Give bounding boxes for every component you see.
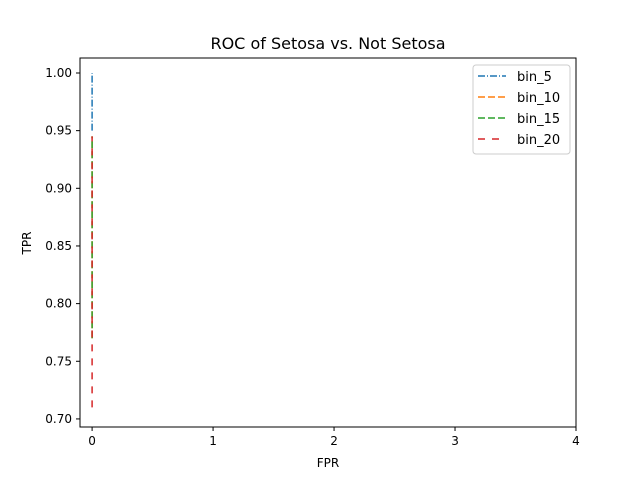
- legend-label-bin-10: bin_10: [517, 91, 560, 106]
- y-axis-ticks: 0.70 0.75 0.80 0.85 0.90 0.95 1.00: [45, 66, 80, 426]
- y-tick-label: 0.95: [45, 124, 72, 138]
- x-tick-label: 2: [330, 434, 338, 448]
- y-tick-label: 1.00: [45, 66, 72, 80]
- y-tick-label: 0.85: [45, 239, 72, 253]
- x-tick-label: 1: [209, 434, 217, 448]
- y-tick-label: 0.70: [45, 412, 72, 426]
- y-tick-label: 0.80: [45, 297, 72, 311]
- x-tick-label: 0: [88, 434, 96, 448]
- x-axis-label: FPR: [317, 456, 339, 470]
- x-axis-ticks: 0 1 2 3 4: [88, 427, 580, 448]
- x-tick-label: 3: [451, 434, 459, 448]
- legend-label-bin-5: bin_5: [517, 70, 552, 85]
- y-tick-label: 0.90: [45, 181, 72, 195]
- y-tick-label: 0.75: [45, 354, 72, 368]
- legend-label-bin-15: bin_15: [517, 112, 560, 127]
- legend-box: [472, 64, 571, 155]
- legend: bin_5 bin_10 bin_15 bin_20: [472, 64, 571, 155]
- x-tick-label: 4: [572, 434, 580, 448]
- legend-label-bin-20: bin_20: [517, 133, 560, 148]
- chart-title: ROC of Setosa vs. Not Setosa: [210, 34, 445, 53]
- plot-frame: [79, 57, 577, 428]
- y-axis-label: TPR: [20, 232, 34, 256]
- legend-items: bin_5 bin_10 bin_15 bin_20: [478, 70, 560, 148]
